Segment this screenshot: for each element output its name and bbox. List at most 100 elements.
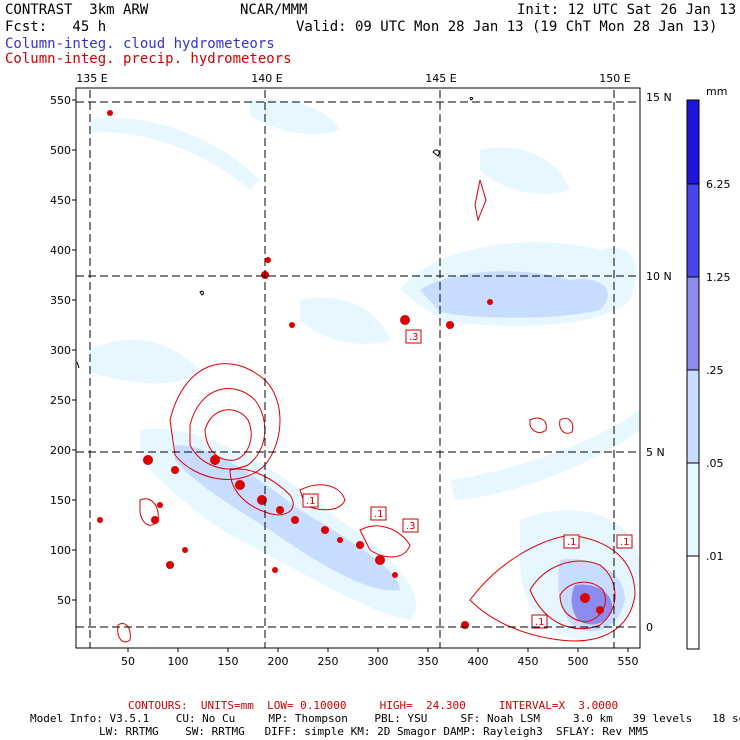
- cloud-patch-west: [90, 339, 200, 384]
- latitude-label: 15 N: [646, 91, 672, 104]
- latitude-label: 5 N: [646, 446, 665, 459]
- y-tick-label: 550: [50, 94, 71, 107]
- x-tick-label: 100: [168, 655, 189, 668]
- latitude-label: 10 N: [646, 270, 672, 283]
- longitude-labels: 135 E 140 E 145 E 150 E: [76, 72, 630, 85]
- longitude-label: 145 E: [425, 72, 456, 85]
- x-tick-label: 250: [318, 655, 339, 668]
- longitude-label: 150 E: [599, 72, 630, 85]
- precip-core: [171, 466, 179, 474]
- precip-contour: [529, 417, 547, 433]
- precip-contour: [169, 363, 281, 480]
- precip-core: [291, 516, 299, 524]
- latitude-labels: 15 N 10 N 5 N 0: [646, 91, 672, 634]
- cloud-patch-upper: [250, 99, 340, 135]
- longitude-label: 140 E: [251, 72, 282, 85]
- precip-contour: [474, 179, 487, 222]
- coastlines: [76, 96, 474, 369]
- y-tick-label: 250: [50, 394, 71, 407]
- forecast-hour: Fcst: 45 h: [5, 19, 107, 35]
- x-tick-label: 200: [268, 655, 289, 668]
- latitude-label: 0: [646, 621, 653, 634]
- precip-contour: [299, 484, 346, 511]
- x-tick-label: 500: [568, 655, 589, 668]
- precip-core: [321, 526, 329, 534]
- contour-labels: .3 .1 .1 .3 .1 .1 .1: [306, 332, 630, 628]
- model-info-line2: LW: RRTMG SW: RRTMG DIFF: simple KM: 2D …: [99, 725, 649, 738]
- precip-core: [107, 110, 113, 116]
- x-tick-label: 400: [468, 655, 489, 668]
- precip-core: [265, 257, 271, 263]
- y-tick-label: 500: [50, 144, 71, 157]
- y-tick-label: 300: [50, 344, 71, 357]
- x-tick-label: 350: [418, 655, 439, 668]
- contour-label: .1: [306, 496, 316, 507]
- precip-core: [596, 606, 604, 614]
- y-tick-label: 150: [50, 494, 71, 507]
- x-axis-labels: 50 100 150 200 250 300 350 400 450 500 5…: [121, 655, 639, 668]
- contour-label: .3: [406, 521, 416, 532]
- model-info-line1: Model Info: V3.5.1 CU: No Cu MP: Thompso…: [30, 712, 740, 725]
- precip-core: [289, 322, 295, 328]
- precip-core: [182, 547, 188, 553]
- contour-label: .1: [535, 617, 545, 628]
- precip-core: [210, 455, 220, 465]
- precip-contour: [229, 468, 294, 516]
- graticule: [76, 90, 640, 648]
- contour-label: .1: [567, 537, 577, 548]
- y-tick-label: 400: [50, 244, 71, 257]
- contour-label: .1: [374, 509, 384, 520]
- contour-label: .3: [409, 332, 419, 343]
- precip-contour: [359, 525, 411, 558]
- colorbar-segment: [686, 369, 700, 464]
- colorbar-segment: [686, 183, 700, 278]
- colorbar-level: .05: [706, 457, 724, 470]
- x-tick-label: 550: [618, 655, 639, 668]
- precip-core: [446, 321, 454, 329]
- precip-core: [235, 480, 245, 490]
- x-tick-label: 50: [121, 655, 135, 668]
- precip-core: [487, 299, 493, 305]
- colorbar-level: .25: [706, 364, 724, 377]
- colorbar-segment: [686, 462, 700, 557]
- x-tick-label: 150: [218, 655, 239, 668]
- contour-label: .1: [620, 537, 630, 548]
- precip-core: [97, 517, 103, 523]
- y-tick-label: 50: [57, 594, 71, 607]
- y-tick-label: 200: [50, 444, 71, 457]
- colorbar-level: .01: [706, 550, 724, 563]
- cloud-band-north-core: [420, 271, 609, 318]
- y-tick-label: 450: [50, 194, 71, 207]
- x-tick-marks: [127, 648, 629, 652]
- legend-cloud-hydrometeors: Column-integ. cloud hydrometeors: [5, 36, 275, 52]
- precip-core: [375, 555, 385, 565]
- precip-core: [461, 621, 469, 629]
- plot-frame: [75, 87, 641, 649]
- colorbar-segment: [686, 555, 700, 650]
- colorbar: mm 6.25 1.25 .25 .05 .01: [686, 85, 731, 650]
- contour-info: CONTOURS: UNITS=mm LOW= 0.10000 HIGH= 24…: [128, 699, 619, 712]
- init-time: Init: 12 UTC Sat 26 Jan 13: [517, 2, 737, 18]
- precip-core: [157, 502, 163, 508]
- precip-contour: [469, 534, 636, 642]
- colorbar-level: 1.25: [706, 271, 731, 284]
- precip-core: [392, 572, 398, 578]
- model-title: CONTRAST 3km ARW: [5, 2, 149, 18]
- y-tick-label: 100: [50, 544, 71, 557]
- precip-contour: [117, 623, 131, 643]
- precip-core: [276, 506, 284, 514]
- institution-label: NCAR/MMM: [240, 2, 308, 18]
- colorbar-segment: [686, 99, 700, 185]
- cloud-patch-center: [300, 297, 390, 344]
- precip-core: [356, 541, 364, 549]
- precip-contour: [559, 417, 574, 434]
- legend-precip-hydrometeors: Column-integ. precip. hydrometeors: [5, 51, 292, 67]
- y-tick-marks: [72, 99, 76, 601]
- cloud-streak-east: [450, 410, 640, 500]
- precip-contour: [204, 409, 252, 461]
- y-tick-label: 350: [50, 294, 71, 307]
- colorbar-segment: [686, 276, 700, 371]
- valid-time: Valid: 09 UTC Mon 28 Jan 13 (19 ChT Mon …: [296, 19, 718, 35]
- precip-core: [400, 315, 410, 325]
